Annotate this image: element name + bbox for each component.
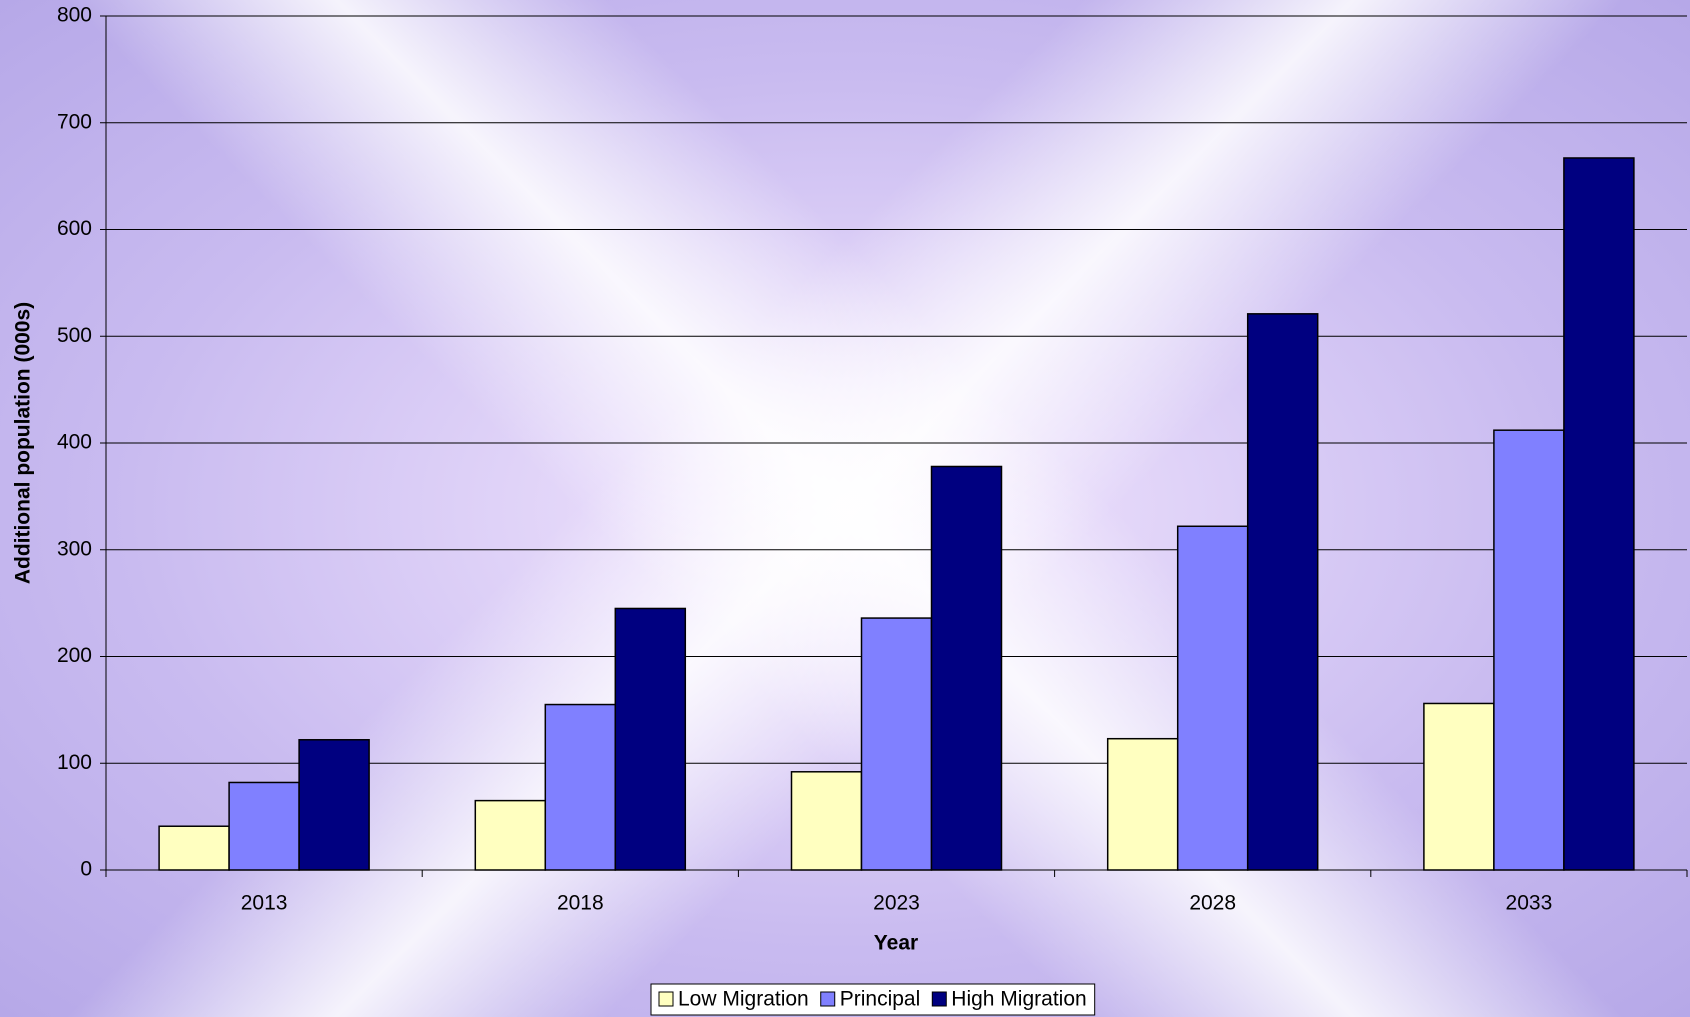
bar [474,799,547,871]
legend-swatch [658,991,674,1007]
x-tick-label: 2028 [1189,892,1236,915]
x-tick-label: 2033 [1506,892,1553,915]
legend-label: Principal [840,988,921,1011]
legend-label: High Migration [951,988,1086,1011]
legend-swatch [931,991,947,1007]
x-tick-label: 2013 [241,892,288,915]
legend-swatch [820,991,836,1007]
y-tick-label: 700 [57,110,92,133]
bar [1246,313,1319,871]
y-tick-label: 500 [57,324,92,347]
x-axis-label: Year [874,932,918,955]
y-tick-label: 100 [57,751,92,774]
bar [1176,525,1249,871]
bar [1493,429,1565,871]
bar [544,703,617,871]
x-tick-label: 2018 [557,892,604,915]
bar [298,739,370,871]
legend-label: Low Migration [678,988,809,1011]
bar [1106,737,1179,871]
bar [930,465,1003,871]
y-tick-label: 800 [57,4,92,27]
y-axis-label: Additional population (000s) [12,302,35,584]
y-tick-label: 300 [57,537,92,560]
y-tick-label: 600 [57,217,92,240]
y-tick-label: 200 [57,644,92,667]
bar [1563,157,1635,871]
bar [1423,702,1495,871]
y-tick-label: 0 [80,858,92,881]
bar [614,607,687,871]
bar [790,771,863,871]
y-tick-label: 400 [57,431,92,454]
bar [860,617,933,871]
x-tick-label: 2023 [873,892,920,915]
bar [228,781,300,871]
bar [158,825,230,871]
legend [650,983,1096,1016]
